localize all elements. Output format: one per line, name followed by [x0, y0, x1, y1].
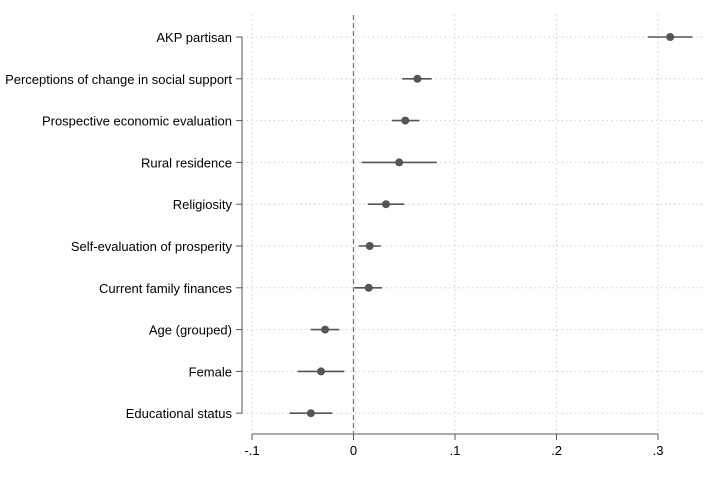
point-estimate — [666, 33, 675, 41]
y-tick-label: Current family finances — [99, 281, 232, 296]
point-estimate — [381, 200, 390, 209]
x-tick-label: .1 — [450, 443, 461, 458]
x-tick-label: .3 — [653, 443, 664, 458]
y-tick-label: Rural residence — [141, 155, 232, 170]
x-tick-label: 0 — [350, 443, 357, 458]
point-estimate — [364, 283, 373, 292]
y-tick-label: Religiosity — [173, 197, 233, 212]
point-estimate — [395, 158, 404, 167]
y-tick-label: AKP partisan — [156, 30, 232, 45]
y-tick-label: Educational status — [126, 406, 233, 421]
point-estimate — [306, 409, 315, 418]
y-tick-label: Age (grouped) — [149, 323, 232, 338]
point-estimate — [413, 74, 422, 83]
point-estimate — [317, 367, 326, 376]
y-tick-label: Self-evaluation of prosperity — [71, 239, 233, 254]
y-tick-label: Prospective economic evaluation — [42, 114, 232, 129]
point-estimate — [365, 242, 374, 250]
point-estimate — [321, 325, 330, 334]
x-tick-label: -.1 — [244, 443, 259, 458]
x-tick-label: .2 — [551, 443, 562, 458]
y-tick-label: Perceptions of change in social support — [5, 72, 232, 87]
y-tick-label: Female — [189, 364, 232, 379]
point-estimate — [401, 116, 410, 125]
